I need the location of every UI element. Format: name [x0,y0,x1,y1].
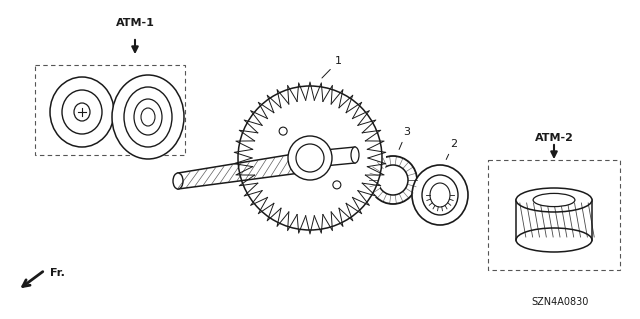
Ellipse shape [369,156,417,204]
Text: 1: 1 [322,56,342,78]
Ellipse shape [50,77,114,147]
Text: ATM-2: ATM-2 [534,133,573,143]
Ellipse shape [422,175,458,215]
Ellipse shape [296,144,324,172]
Text: ATM-1: ATM-1 [116,18,154,28]
Ellipse shape [351,147,359,163]
Ellipse shape [74,103,90,121]
Bar [35,65,185,155]
Ellipse shape [430,183,450,207]
Ellipse shape [62,90,102,134]
Ellipse shape [141,108,155,126]
Ellipse shape [124,87,172,147]
Text: SZN4A0830: SZN4A0830 [531,297,589,307]
Ellipse shape [378,165,408,195]
Ellipse shape [112,75,184,159]
Text: Fr.: Fr. [50,268,65,278]
Ellipse shape [412,165,468,225]
Ellipse shape [279,127,287,135]
Text: 3: 3 [399,127,410,149]
Ellipse shape [516,228,592,252]
Ellipse shape [288,136,332,180]
Ellipse shape [533,193,575,207]
Bar [488,160,620,270]
Text: 2: 2 [446,139,457,160]
Ellipse shape [173,173,183,189]
Ellipse shape [516,188,592,212]
Ellipse shape [134,99,162,135]
Ellipse shape [333,181,341,189]
Ellipse shape [234,82,386,234]
